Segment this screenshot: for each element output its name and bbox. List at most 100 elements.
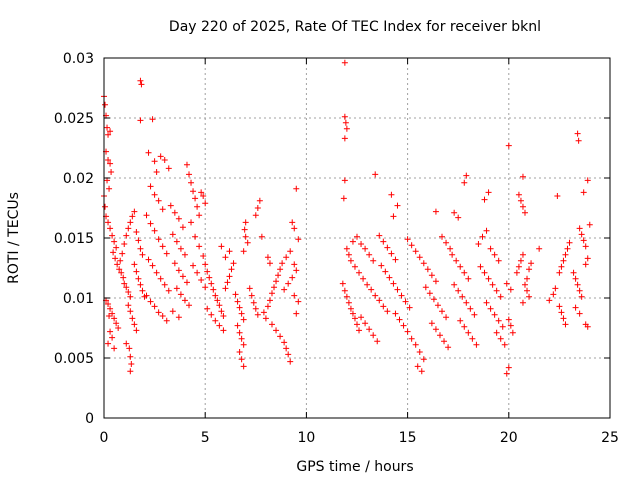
data-point-marker [129, 213, 136, 220]
data-point-marker [493, 287, 500, 294]
data-point-marker [368, 286, 375, 293]
y-tick-label: 0.02 [63, 171, 94, 187]
data-point-marker [376, 232, 383, 239]
data-point-marker [554, 193, 561, 199]
data-point-marker [576, 287, 583, 294]
data-point-marker [236, 349, 243, 355]
data-point-marker [188, 219, 195, 226]
data-point-marker [155, 309, 162, 316]
data-point-marker [220, 313, 227, 319]
data-point-marker [570, 269, 577, 276]
data-point-marker [513, 269, 520, 276]
data-point-marker [491, 311, 498, 318]
data-point-marker [232, 291, 239, 298]
data-point-marker [200, 193, 207, 199]
data-point-marker [285, 351, 292, 358]
data-point-marker [558, 309, 565, 316]
data-point-marker [582, 261, 589, 268]
data-point-marker [406, 304, 413, 311]
data-point-marker [107, 328, 114, 335]
x-tick-label: 5 [201, 430, 210, 446]
data-point-marker [173, 285, 180, 292]
data-point-marker [175, 314, 182, 321]
data-point-marker [566, 239, 573, 246]
data-point-marker [169, 231, 176, 238]
y-tick-label: 0.025 [54, 111, 94, 127]
data-point-marker [392, 256, 399, 263]
data-point-marker [564, 245, 571, 252]
data-point-marker [341, 287, 348, 294]
data-point-marker [105, 340, 112, 347]
data-point-marker [467, 305, 474, 312]
data-point-marker [586, 221, 593, 228]
data-point-marker [109, 334, 116, 341]
data-point-marker [366, 326, 373, 333]
data-point-marker [138, 81, 145, 88]
data-point-marker [443, 314, 450, 321]
x-tick-label: 0 [100, 430, 109, 446]
data-point-marker [109, 310, 116, 317]
data-point-marker [443, 239, 450, 246]
data-point-marker [137, 245, 144, 252]
data-point-marker [125, 225, 132, 232]
data-point-marker [416, 349, 423, 355]
data-point-marker [179, 273, 186, 280]
data-point-marker [114, 261, 121, 268]
data-point-marker [159, 206, 166, 213]
data-point-marker [501, 341, 508, 348]
data-point-marker [374, 338, 381, 345]
data-point-marker [281, 286, 288, 293]
data-point-marker [584, 323, 591, 330]
data-point-marker [507, 322, 514, 329]
data-point-marker [123, 284, 130, 291]
data-point-marker [183, 161, 190, 168]
data-point-marker [341, 59, 348, 66]
data-point-marker [340, 195, 347, 202]
data-point-marker [345, 251, 352, 258]
data-point-marker [133, 229, 140, 235]
data-point-marker [204, 268, 211, 275]
data-point-marker [572, 275, 579, 282]
data-point-marker [457, 263, 464, 270]
data-point-marker [445, 344, 452, 351]
data-point-marker [584, 255, 591, 262]
data-point-marker [149, 116, 156, 123]
data-point-marker [428, 272, 435, 279]
data-point-marker [552, 285, 559, 292]
data-point-marker [289, 274, 296, 281]
data-point-marker [430, 296, 437, 303]
data-point-marker [163, 250, 170, 257]
data-point-marker [495, 257, 502, 264]
data-point-marker [370, 257, 377, 264]
data-point-marker [135, 237, 142, 244]
data-point-marker [287, 358, 294, 365]
data-point-marker [574, 281, 581, 288]
data-point-marker [181, 297, 188, 304]
data-point-marker [449, 251, 456, 258]
y-tick-label: 0.005 [54, 351, 94, 367]
data-point-marker [404, 236, 411, 243]
data-point-marker [432, 326, 439, 333]
data-point-marker [151, 303, 158, 310]
data-point-marker [236, 304, 243, 311]
data-point-marker [453, 257, 460, 264]
data-point-marker [228, 266, 235, 273]
data-point-marker [137, 281, 144, 288]
data-point-marker [121, 280, 128, 287]
data-point-marker [380, 238, 387, 245]
data-point-marker [400, 322, 407, 329]
data-point-marker [503, 280, 510, 287]
data-point-marker [163, 317, 170, 324]
data-point-marker [190, 262, 197, 269]
data-point-marker [113, 320, 120, 327]
data-point-marker [109, 232, 116, 239]
data-point-marker [420, 260, 427, 267]
data-point-marker [206, 274, 213, 281]
data-point-marker [356, 327, 363, 334]
data-point-marker [222, 285, 229, 292]
data-point-marker [572, 304, 579, 311]
y-tick-label: 0.01 [63, 291, 94, 307]
data-point-marker [106, 185, 113, 192]
data-point-marker [125, 302, 132, 309]
